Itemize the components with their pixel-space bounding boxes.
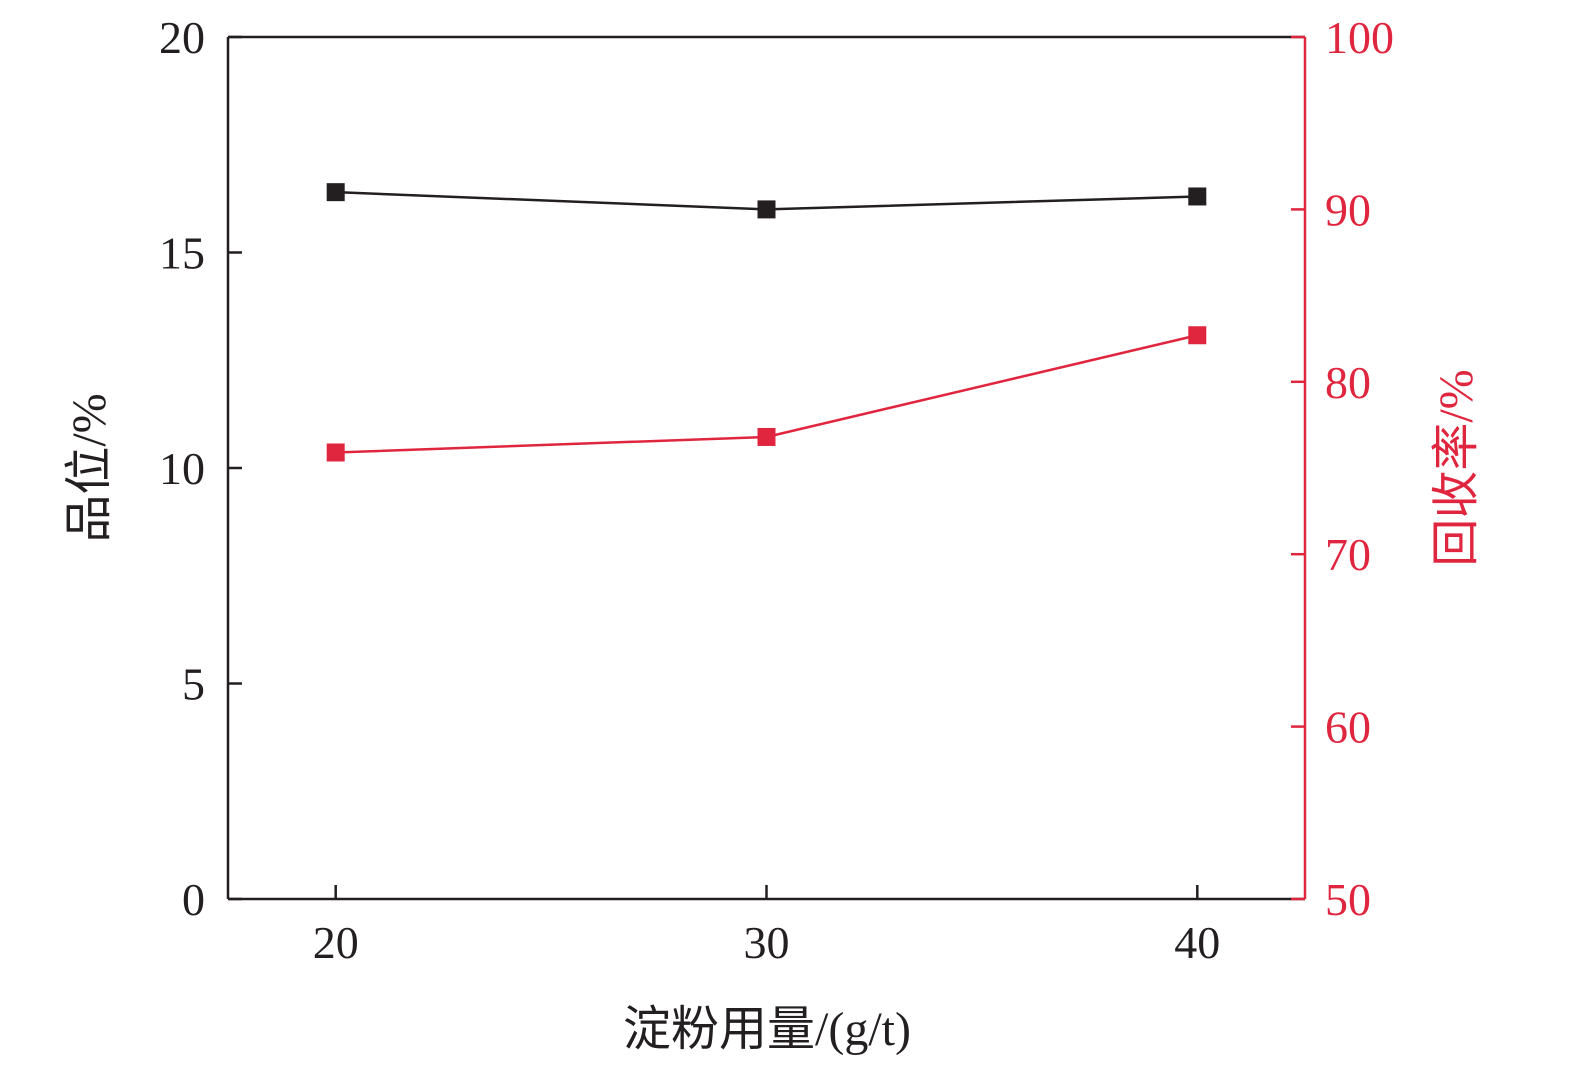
right-y-tick-label: 70 [1325, 529, 1371, 580]
recovery-point-marker [757, 427, 776, 446]
right-y-tick-label: 100 [1325, 12, 1394, 63]
right-y-tick-label: 80 [1325, 357, 1371, 408]
right-y-axis-title: 回收率/% [1430, 369, 1483, 566]
x-tick-label: 40 [1174, 917, 1220, 968]
left-y-tick-label: 10 [159, 443, 205, 494]
tick-group: 20 30 40 0 5 10 15 20 50 60 70 80 90 100 [159, 12, 1394, 968]
grade-point-marker [757, 200, 776, 219]
left-y-tick-label: 20 [159, 12, 205, 63]
grade-point-marker [1188, 187, 1207, 206]
right-y-tick-label: 50 [1325, 874, 1371, 925]
x-tick-label: 20 [313, 917, 359, 968]
x-axis-title: 淀粉用量/(g/t) [623, 1003, 911, 1056]
x-tick-label: 30 [744, 917, 790, 968]
right-y-tick-label: 90 [1325, 184, 1371, 235]
left-y-axis-title: 品位/% [63, 393, 116, 542]
right-y-tick-label: 60 [1325, 702, 1371, 753]
series-group [326, 183, 1207, 462]
left-y-tick-label: 5 [182, 659, 205, 710]
recovery-point-marker [326, 443, 345, 462]
plot-frame [226, 35, 1307, 901]
recovery-point-marker [1188, 326, 1207, 345]
left-y-tick-label: 15 [159, 228, 205, 279]
left-y-tick-label: 0 [182, 874, 205, 925]
grade-point-marker [326, 183, 345, 202]
